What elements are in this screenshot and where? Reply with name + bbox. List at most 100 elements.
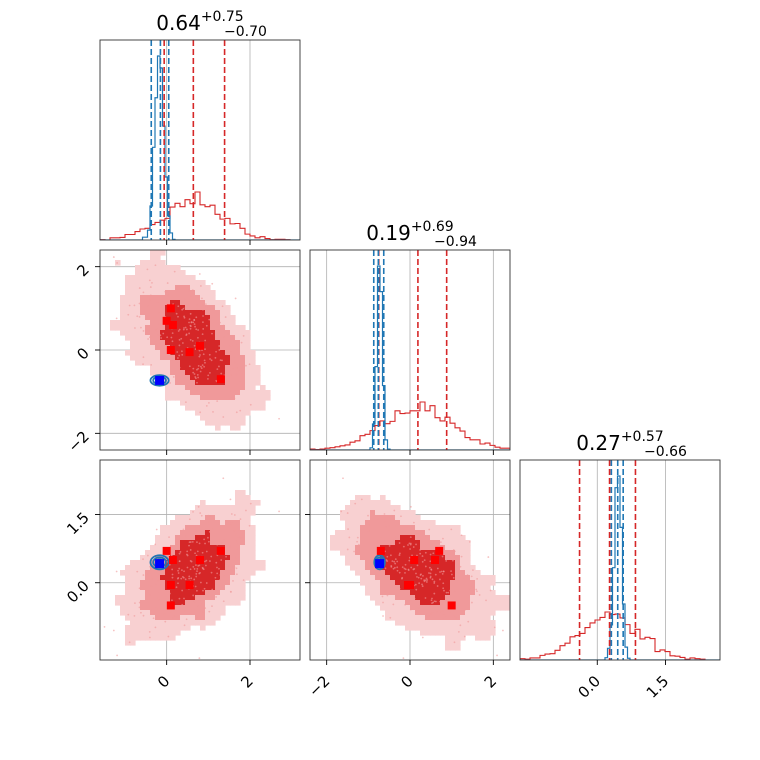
density-cell bbox=[380, 535, 386, 541]
density-cell bbox=[170, 270, 176, 276]
density-cell bbox=[190, 280, 196, 286]
density-cell bbox=[245, 365, 251, 371]
sample-point-2-0-219 bbox=[236, 541, 238, 544]
density-cell bbox=[370, 500, 376, 506]
density-cell bbox=[205, 290, 211, 296]
density-cell bbox=[455, 625, 461, 631]
density-cell bbox=[430, 585, 436, 591]
density-cell bbox=[215, 595, 221, 601]
sample-point-2-0-244 bbox=[196, 589, 198, 592]
density-cell bbox=[185, 275, 191, 281]
density-cell bbox=[145, 630, 151, 636]
density-cell bbox=[385, 575, 391, 581]
density-cell bbox=[390, 610, 396, 616]
density-cell bbox=[190, 365, 196, 371]
density-cell bbox=[185, 625, 191, 631]
sample-point-1-0-184 bbox=[155, 340, 158, 343]
density-cell bbox=[405, 510, 411, 516]
marker-wide-2-1-3 bbox=[376, 546, 385, 555]
density-cell bbox=[170, 335, 176, 341]
sample-point-2-0-233 bbox=[218, 567, 220, 570]
density-cell bbox=[230, 410, 236, 416]
density-cell bbox=[235, 345, 241, 351]
sample-point-2-1-211 bbox=[421, 583, 423, 586]
density-cell bbox=[185, 285, 191, 291]
sample-point-2-0-36 bbox=[133, 614, 136, 617]
marker-wide-1-0-2 bbox=[196, 341, 204, 350]
sample-point-2-1-43 bbox=[383, 520, 386, 523]
density-cell bbox=[375, 530, 381, 536]
density-cell bbox=[425, 595, 431, 601]
density-cell bbox=[140, 315, 146, 321]
density-cell bbox=[175, 335, 181, 341]
sample-point-2-1-106 bbox=[384, 567, 387, 570]
sample-point-1-0-4 bbox=[149, 298, 151, 301]
density-cell bbox=[400, 585, 406, 591]
sample-point-2-1-202 bbox=[424, 551, 427, 554]
sample-point-2-0-211 bbox=[160, 583, 163, 586]
density-cell bbox=[195, 525, 201, 531]
density-cell bbox=[465, 610, 471, 616]
density-cell bbox=[475, 595, 481, 601]
density-cell bbox=[420, 520, 426, 526]
density-cell bbox=[360, 500, 366, 506]
density-cell bbox=[415, 615, 421, 621]
density-cell bbox=[225, 410, 231, 416]
density-cell bbox=[230, 575, 236, 581]
density-cell bbox=[145, 295, 151, 301]
density-cell bbox=[405, 620, 411, 626]
density-cell bbox=[440, 555, 446, 561]
sample-point-2-0-198 bbox=[191, 540, 194, 543]
density-cell bbox=[200, 400, 206, 406]
density-cell bbox=[180, 330, 186, 336]
density-cell bbox=[185, 555, 191, 561]
density-cell bbox=[480, 630, 486, 636]
density-cell bbox=[145, 330, 151, 336]
density-cell bbox=[240, 410, 246, 416]
density-cell bbox=[225, 545, 231, 551]
density-cell bbox=[440, 525, 446, 531]
density-cell bbox=[450, 535, 456, 541]
density-cell bbox=[245, 550, 251, 556]
narrow-contour-2-1-2 bbox=[373, 554, 386, 571]
density-cell bbox=[370, 510, 376, 516]
sample-point-2-0-224 bbox=[185, 618, 188, 621]
sample-point-2-0-142 bbox=[229, 590, 232, 593]
sample-point-2-0-23 bbox=[155, 583, 157, 586]
density-cell bbox=[165, 330, 171, 336]
density-cell bbox=[230, 525, 236, 531]
density-cell bbox=[395, 570, 401, 576]
density-cell bbox=[140, 320, 146, 326]
density-cell bbox=[215, 530, 221, 536]
density-cell bbox=[255, 375, 261, 381]
density-cell bbox=[235, 365, 241, 371]
density-cell bbox=[145, 580, 151, 586]
density-cell bbox=[165, 275, 171, 281]
density-cell bbox=[135, 290, 141, 296]
density-cell bbox=[200, 585, 206, 591]
density-cell bbox=[440, 560, 446, 566]
sample-point-2-1-35 bbox=[367, 514, 369, 517]
density-cell bbox=[125, 630, 131, 636]
sample-point-2-1-141 bbox=[388, 529, 391, 532]
sample-point-1-0-129 bbox=[153, 319, 156, 321]
marker-wide-2-1-6 bbox=[403, 581, 412, 589]
sample-point-2-1-169 bbox=[485, 599, 487, 602]
sample-point-2-0-137 bbox=[178, 560, 181, 563]
sample-point-2-1-136 bbox=[409, 608, 412, 611]
density-cell bbox=[445, 555, 451, 561]
density-cell bbox=[225, 595, 231, 601]
density-cell bbox=[385, 520, 391, 526]
density-cell bbox=[360, 550, 366, 556]
sample-point-1-0-234 bbox=[186, 304, 189, 307]
marker-wide-2-0-0 bbox=[166, 601, 175, 610]
density-cell bbox=[490, 595, 496, 601]
sample-point-2-0-118 bbox=[156, 608, 159, 610]
density-cell bbox=[195, 305, 201, 311]
density-cell bbox=[250, 530, 256, 536]
density-cell bbox=[200, 355, 206, 361]
density-cell bbox=[435, 625, 441, 631]
sample-point-2-0-78 bbox=[195, 554, 198, 557]
density-cell bbox=[155, 265, 161, 271]
density-cell bbox=[155, 250, 161, 256]
